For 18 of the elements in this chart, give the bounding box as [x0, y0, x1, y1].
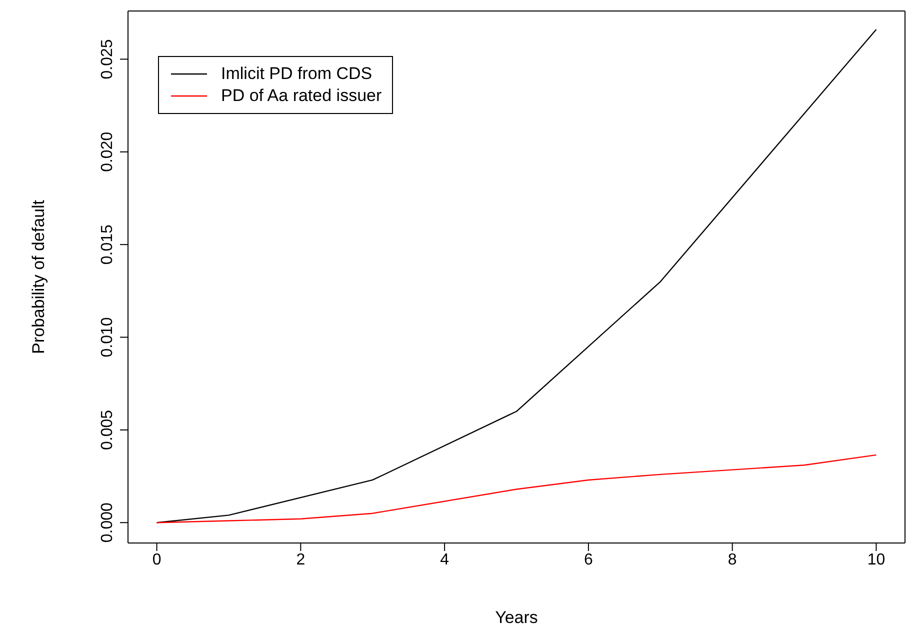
line-series	[156, 454, 877, 524]
y-tick-label: 0.015	[99, 224, 116, 265]
y-tick-label: 0.005	[99, 410, 116, 450]
legend-label: PD of Aa rated issuer	[221, 85, 382, 107]
x-tick-label: 2	[296, 551, 306, 568]
legend-label: Imlicit PD from CDS	[221, 63, 372, 85]
y-axis-title: Probability of default	[29, 200, 48, 354]
line-series	[156, 28, 877, 524]
y-tick-label: 0.010	[99, 317, 116, 358]
y-tick-label: 0.000	[99, 502, 116, 543]
x-tick-label: 10	[867, 551, 886, 568]
x-tick-label: 4	[440, 551, 450, 568]
x-tick-label: 0	[152, 551, 162, 568]
x-tick-label: 6	[584, 551, 593, 568]
y-tick-label: 0.020	[99, 132, 116, 172]
y-tick-label: 0.025	[99, 39, 116, 80]
x-tick-label: 8	[728, 551, 737, 568]
x-axis-title: Years	[495, 608, 538, 627]
